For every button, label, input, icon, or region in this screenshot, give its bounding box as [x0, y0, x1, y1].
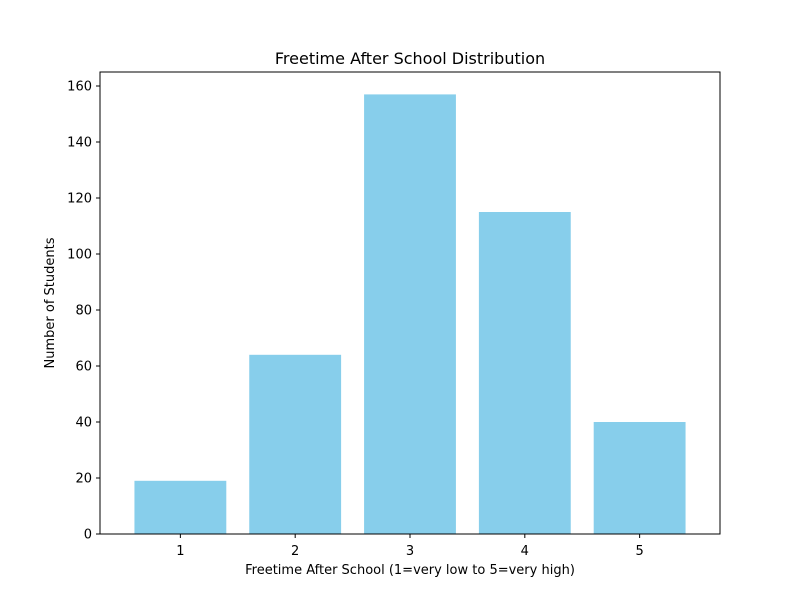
bars-group — [134, 94, 686, 535]
bar-5 — [593, 422, 686, 534]
x-tick-label: 2 — [291, 544, 299, 559]
y-tick-label: 160 — [67, 80, 92, 95]
chart-title: Freetime After School Distribution — [275, 49, 545, 68]
x-axis-label: Freetime After School (1=very low to 5=v… — [245, 563, 575, 578]
y-tick-label: 140 — [67, 136, 92, 151]
y-tick-label: 120 — [67, 192, 92, 207]
x-tick-label: 3 — [406, 544, 414, 559]
x-tick-label: 1 — [176, 544, 184, 559]
bar-1 — [134, 480, 227, 534]
y-tick-label: 20 — [75, 472, 92, 487]
y-tick-label: 80 — [75, 304, 92, 319]
x-tick-label: 4 — [521, 544, 529, 559]
y-tick-label: 0 — [84, 528, 92, 543]
plot-area-frame — [99, 71, 721, 535]
y-axis-ticks: 0 20 40 60 80 100 120 140 160 — [67, 80, 100, 543]
bar-2 — [249, 354, 342, 534]
bar-3 — [364, 94, 456, 535]
y-tick-label: 60 — [75, 360, 92, 375]
y-tick-label: 40 — [75, 416, 92, 431]
x-axis-ticks: 1 2 3 4 5 — [176, 534, 644, 559]
y-tick-label: 100 — [67, 248, 92, 263]
y-axis-label: Number of Students — [43, 237, 58, 368]
x-tick-label: 5 — [635, 544, 643, 559]
bar-4 — [478, 212, 571, 534]
